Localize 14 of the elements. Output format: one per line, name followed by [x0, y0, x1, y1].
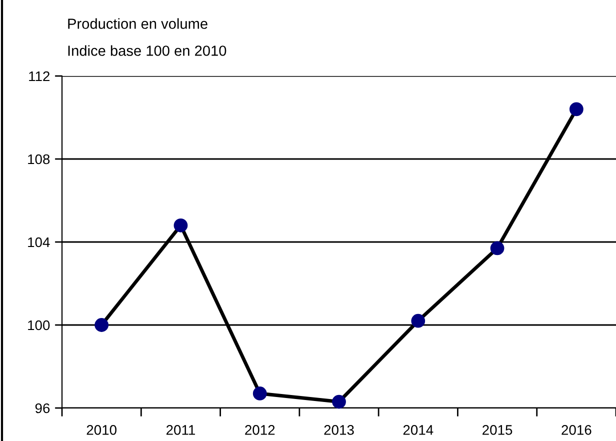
- x-tick-label: 2016: [562, 425, 592, 435]
- y-tick-label: 112: [29, 71, 50, 82]
- x-tick-label: 2015: [482, 425, 512, 435]
- y-tick-label: 96: [35, 403, 50, 414]
- y-tick-label: 108: [28, 154, 50, 164]
- text: Indice base 100 en 2010: [68, 45, 226, 56]
- x-tick-label: 2010: [86, 425, 116, 435]
- x-tick-label: 2012: [245, 425, 275, 435]
- y-tick-label: 100: [28, 320, 50, 330]
- y-tick-label: 104: [28, 237, 50, 248]
- x-tick-label: 2013: [324, 425, 354, 435]
- text: Production en volume: [68, 18, 208, 29]
- x-tick-label: 2014: [403, 425, 434, 435]
- x-tick-label: 2011: [166, 425, 195, 435]
